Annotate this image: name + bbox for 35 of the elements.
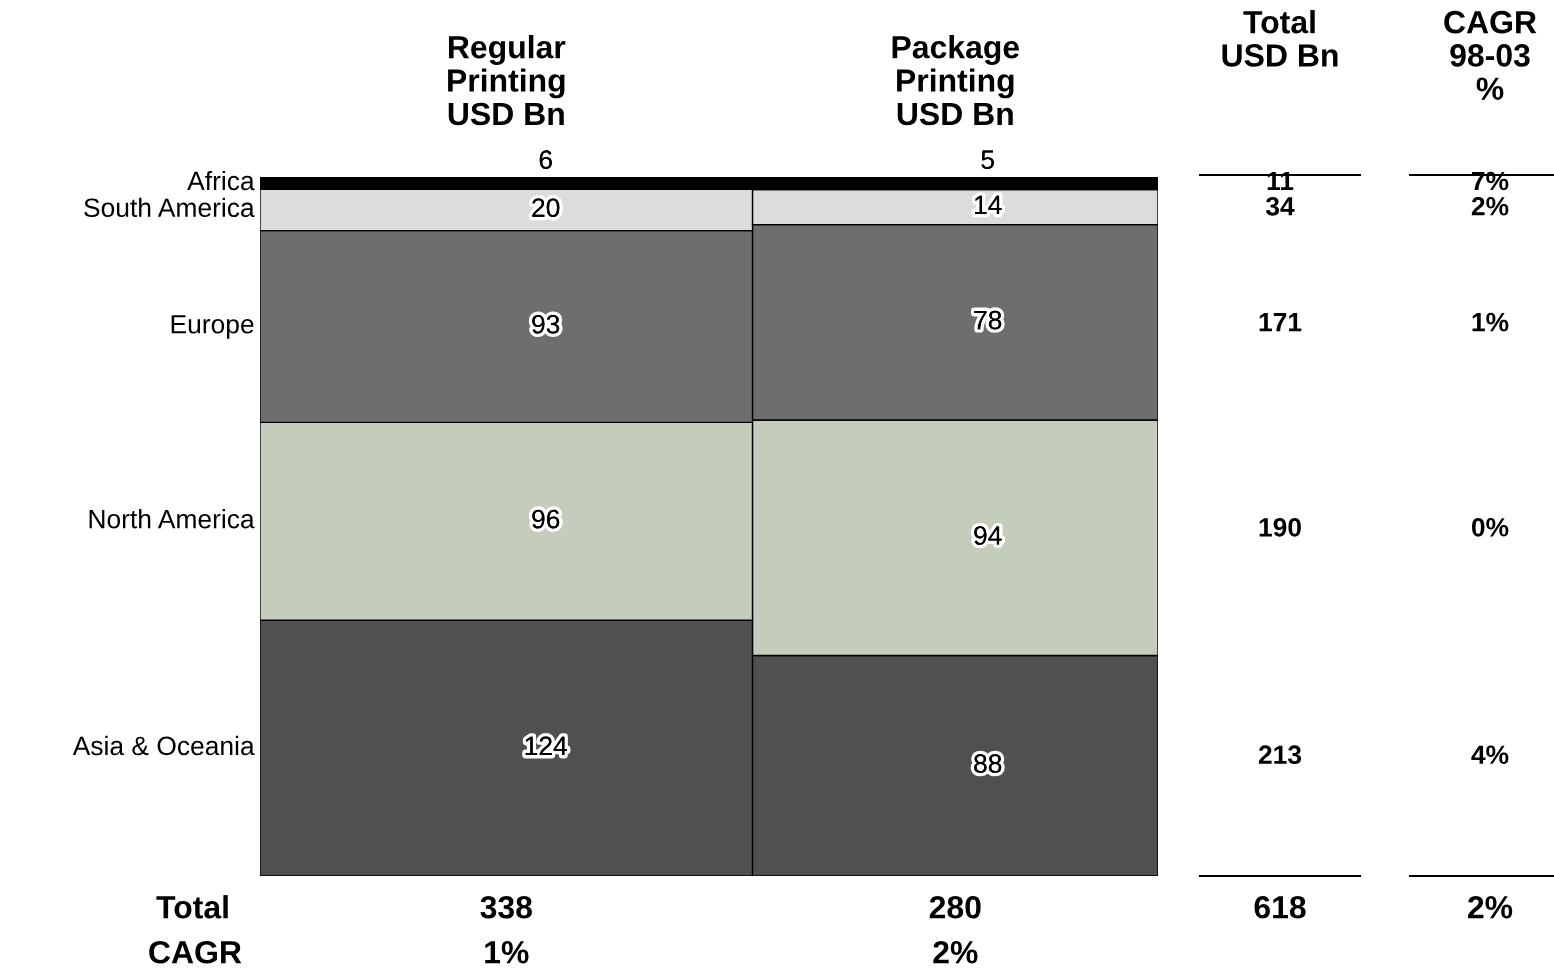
text: 0% bbox=[1471, 517, 1509, 537]
data-label: 96 bbox=[532, 509, 560, 529]
text: CAGR bbox=[149, 940, 242, 964]
data-label: 6 bbox=[539, 150, 552, 169]
text: 618 bbox=[1254, 895, 1306, 919]
text: 171 bbox=[1259, 313, 1302, 332]
text: CAGR 98-03 % bbox=[1444, 10, 1537, 100]
text: 280 bbox=[929, 895, 981, 919]
text: 2% bbox=[1471, 196, 1509, 216]
category-label: Package Printing USD Bn bbox=[892, 35, 1020, 126]
data-label: 78 bbox=[974, 310, 1002, 330]
text: 34 bbox=[1265, 196, 1295, 216]
category-label: Regular Printing USD Bn bbox=[448, 35, 566, 126]
data-label: 93 bbox=[532, 314, 560, 334]
series-label: Asia & Oceania bbox=[72, 735, 255, 756]
data-label: 124 bbox=[525, 736, 567, 755]
text: 2% bbox=[933, 940, 978, 964]
text: 1% bbox=[1472, 312, 1509, 332]
text: 190 bbox=[1259, 517, 1301, 537]
data-label: 5 bbox=[981, 150, 994, 169]
legend-label: Africa bbox=[187, 170, 255, 191]
text: 2% bbox=[1468, 895, 1513, 919]
text: 213 bbox=[1258, 745, 1302, 765]
data-label: 94 bbox=[974, 526, 1002, 545]
text: 338 bbox=[480, 895, 532, 919]
series-label: Europe bbox=[171, 315, 254, 339]
text: Total USD Bn bbox=[1222, 10, 1338, 67]
text: Total bbox=[156, 895, 228, 919]
text: 1% bbox=[485, 941, 529, 964]
data-label: 20 bbox=[532, 198, 560, 218]
data-label: 14 bbox=[975, 195, 1002, 214]
text: 4% bbox=[1471, 745, 1509, 764]
data-label: 88 bbox=[974, 754, 1002, 773]
series-label: South America bbox=[84, 197, 255, 218]
series-label: North America bbox=[89, 509, 255, 529]
